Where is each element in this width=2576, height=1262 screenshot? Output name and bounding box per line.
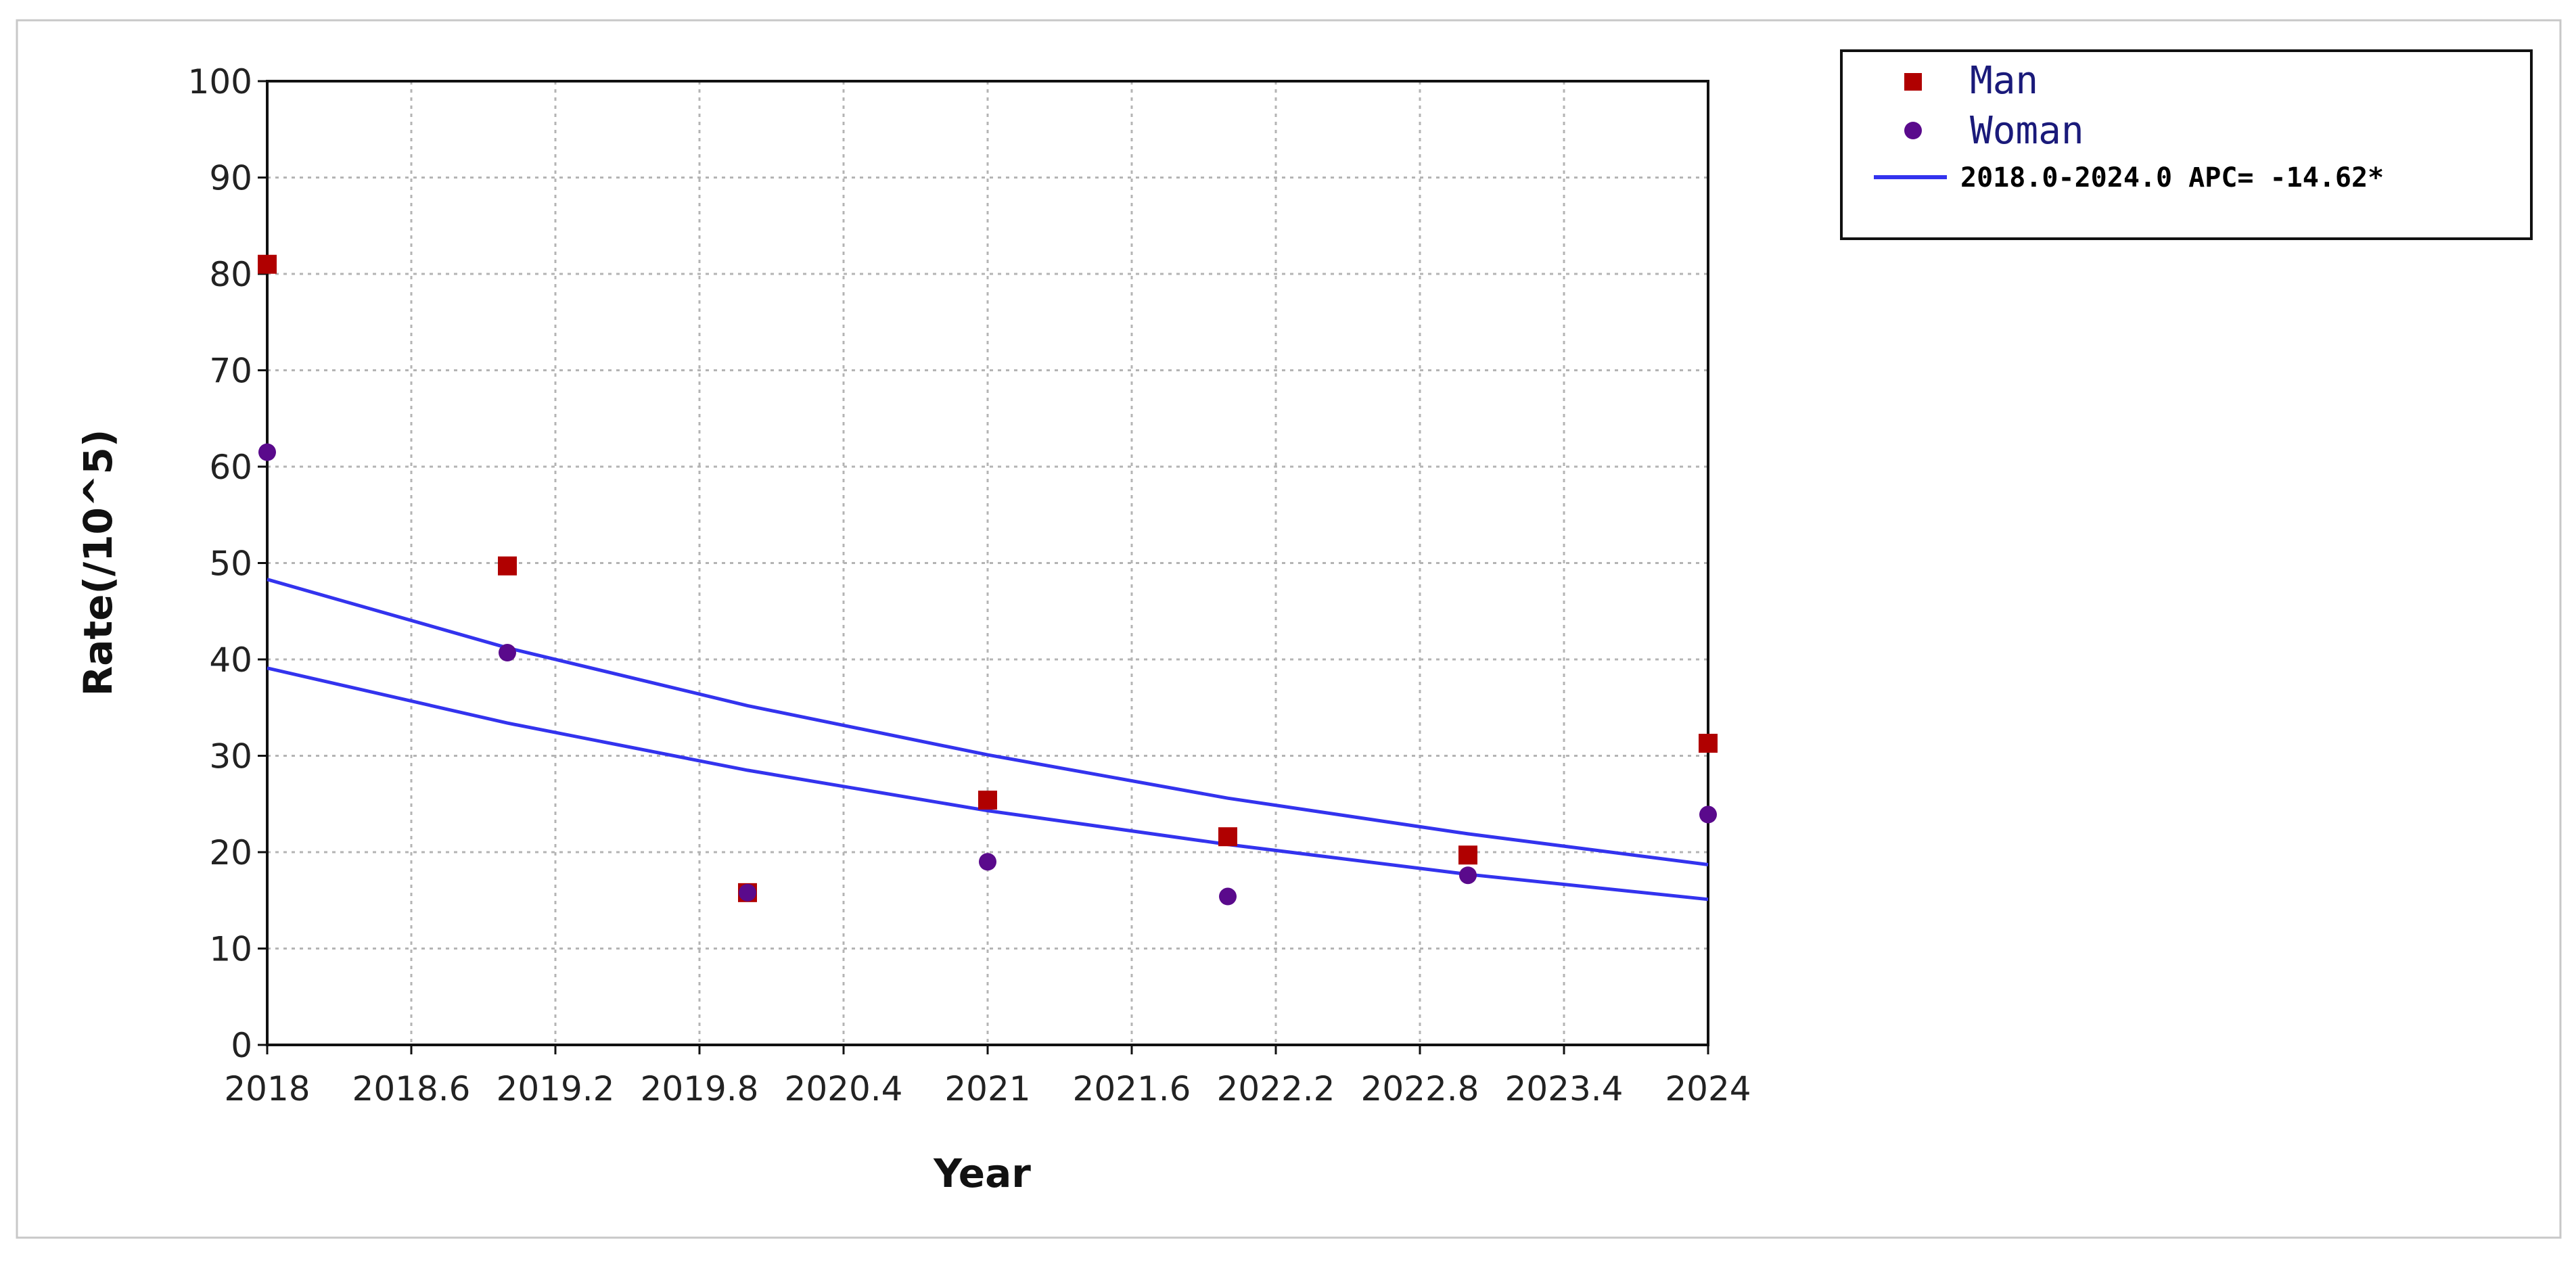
- data-point-man: [978, 791, 997, 810]
- x-tick-label: 2018.6: [352, 1069, 471, 1108]
- data-point-man: [1218, 827, 1237, 847]
- y-tick-label: 40: [209, 640, 252, 680]
- x-tick-label: 2022.8: [1361, 1069, 1479, 1108]
- legend-marker-man: [1904, 73, 1922, 91]
- x-tick-label: 2021: [944, 1069, 1030, 1108]
- legend-label-woman: Woman: [1970, 109, 2084, 153]
- legend-label-man: Man: [1970, 59, 2038, 103]
- y-tick-label: 80: [209, 255, 252, 294]
- y-tick-label: 20: [209, 833, 252, 872]
- y-tick-label: 70: [209, 352, 252, 391]
- y-tick-label: 60: [209, 448, 252, 487]
- y-tick-label: 50: [209, 544, 252, 584]
- data-point-man: [258, 254, 277, 274]
- data-points: [258, 254, 1718, 906]
- x-tick-label: 2020.4: [785, 1069, 903, 1108]
- data-point-woman: [979, 853, 996, 871]
- x-tick-label: 2024: [1665, 1069, 1751, 1108]
- legend-label-fit: 2018.0-2024.0 APC= -14.62*: [1960, 162, 2384, 193]
- x-tick-label: 2019.8: [641, 1069, 759, 1108]
- y-tick-label: 90: [209, 159, 252, 198]
- y-axis-ticks: 0 10 20 30 40 50 60 70 80 90 100: [188, 62, 267, 1065]
- data-point-man: [1458, 845, 1477, 865]
- x-tick-label: 2018: [224, 1069, 310, 1108]
- data-point-woman: [1459, 866, 1477, 885]
- x-tick-label: 2023.4: [1505, 1069, 1624, 1108]
- x-axis-title: Year: [933, 1150, 1031, 1196]
- y-tick-label: 0: [231, 1026, 252, 1065]
- y-tick-label: 100: [188, 62, 252, 101]
- data-point-woman: [1699, 805, 1717, 824]
- y-tick-label: 10: [209, 930, 252, 969]
- data-point-woman: [499, 644, 516, 662]
- x-tick-label: 2022.2: [1217, 1069, 1335, 1108]
- legend-marker-woman: [1904, 122, 1922, 139]
- x-tick-label: 2021.6: [1073, 1069, 1191, 1108]
- data-point-woman: [739, 883, 756, 902]
- x-axis-ticks: 2018 2018.6 2019.2 2019.8 2020.4 2021 2021.6 20…: [224, 1045, 1751, 1108]
- legend-box: [1840, 49, 2533, 240]
- data-point-woman: [1219, 887, 1237, 906]
- legend: Man Woman 2018.0-2024.0 APC= -14.62*: [1840, 49, 2533, 240]
- data-point-man: [1699, 733, 1718, 753]
- y-tick-label: 30: [209, 737, 252, 776]
- data-point-woman: [258, 443, 276, 461]
- y-axis-title: Rate(/10^5): [75, 429, 121, 697]
- data-point-man: [498, 556, 517, 576]
- x-tick-label: 2019.2: [497, 1069, 615, 1108]
